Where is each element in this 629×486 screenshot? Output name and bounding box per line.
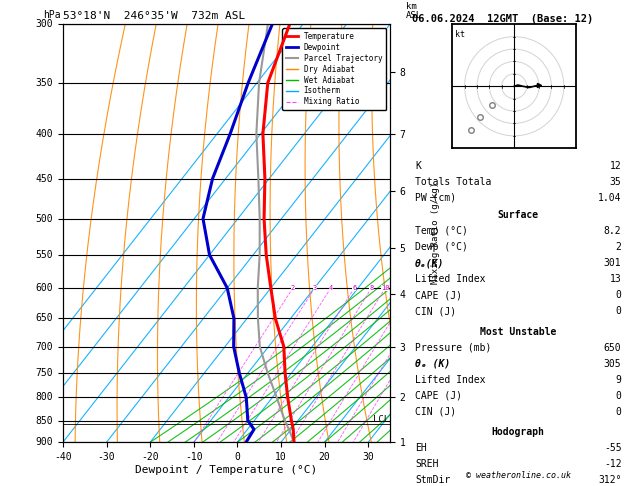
Text: 2: 2 — [291, 285, 295, 291]
Text: 450: 450 — [35, 174, 53, 184]
Text: K: K — [415, 161, 421, 171]
Text: 600: 600 — [35, 283, 53, 293]
Text: 900: 900 — [35, 437, 53, 447]
Text: 650: 650 — [35, 313, 53, 324]
Text: Temp (°C): Temp (°C) — [415, 226, 468, 236]
Text: Totals Totala: Totals Totala — [415, 177, 491, 187]
Text: 350: 350 — [35, 78, 53, 88]
Text: 53°18'N  246°35'W  732m ASL: 53°18'N 246°35'W 732m ASL — [63, 11, 245, 21]
Text: θₑ(K): θₑ(K) — [415, 258, 445, 268]
Text: 1.04: 1.04 — [598, 193, 621, 203]
Text: 400: 400 — [35, 129, 53, 139]
Text: 8: 8 — [369, 285, 374, 291]
X-axis label: Dewpoint / Temperature (°C): Dewpoint / Temperature (°C) — [135, 465, 318, 475]
Text: 0: 0 — [616, 306, 621, 316]
Text: Surface: Surface — [498, 210, 539, 220]
Text: km
ASL: km ASL — [406, 2, 423, 20]
Text: Mixing Ratio (g/kg): Mixing Ratio (g/kg) — [431, 182, 440, 284]
Text: 700: 700 — [35, 342, 53, 352]
Text: Pressure (mb): Pressure (mb) — [415, 343, 491, 353]
Text: 312°: 312° — [598, 475, 621, 486]
Text: 0: 0 — [616, 290, 621, 300]
Text: 3: 3 — [313, 285, 317, 291]
Text: 305: 305 — [604, 359, 621, 369]
Text: 4: 4 — [328, 285, 333, 291]
Text: Most Unstable: Most Unstable — [480, 327, 557, 337]
Text: 12: 12 — [610, 161, 621, 171]
Text: 750: 750 — [35, 368, 53, 378]
Text: CIN (J): CIN (J) — [415, 407, 456, 417]
Text: -12: -12 — [604, 459, 621, 469]
Text: 800: 800 — [35, 393, 53, 402]
Text: SREH: SREH — [415, 459, 438, 469]
Legend: Temperature, Dewpoint, Parcel Trajectory, Dry Adiabat, Wet Adiabat, Isotherm, Mi: Temperature, Dewpoint, Parcel Trajectory… — [282, 28, 386, 110]
Text: hPa: hPa — [43, 10, 61, 20]
Text: 6: 6 — [352, 285, 357, 291]
Text: StmDir: StmDir — [415, 475, 450, 486]
Text: 06.06.2024  12GMT  (Base: 12): 06.06.2024 12GMT (Base: 12) — [412, 14, 593, 24]
Text: Lifted Index: Lifted Index — [415, 375, 486, 385]
Text: 300: 300 — [35, 19, 53, 29]
Text: 550: 550 — [35, 250, 53, 260]
Text: 13: 13 — [610, 274, 621, 284]
Text: 650: 650 — [604, 343, 621, 353]
Text: 0: 0 — [616, 391, 621, 401]
Text: Lifted Index: Lifted Index — [415, 274, 486, 284]
Text: © weatheronline.co.uk: © weatheronline.co.uk — [466, 471, 571, 480]
Text: 9: 9 — [616, 375, 621, 385]
Text: CIN (J): CIN (J) — [415, 306, 456, 316]
Text: 0: 0 — [616, 407, 621, 417]
Text: CAPE (J): CAPE (J) — [415, 290, 462, 300]
Text: CAPE (J): CAPE (J) — [415, 391, 462, 401]
Text: 301: 301 — [604, 258, 621, 268]
Text: Hodograph: Hodograph — [492, 427, 545, 437]
Text: EH: EH — [415, 443, 427, 453]
Text: 10: 10 — [381, 285, 389, 291]
Text: PW (cm): PW (cm) — [415, 193, 456, 203]
Text: Dewp (°C): Dewp (°C) — [415, 242, 468, 252]
Text: 850: 850 — [35, 416, 53, 426]
Text: 35: 35 — [610, 177, 621, 187]
Text: 8.2: 8.2 — [604, 226, 621, 236]
Text: kt: kt — [455, 31, 465, 39]
Text: θₑ (K): θₑ (K) — [415, 359, 450, 369]
Text: LCL: LCL — [372, 415, 389, 424]
Text: -55: -55 — [604, 443, 621, 453]
Text: 500: 500 — [35, 214, 53, 224]
Text: 2: 2 — [616, 242, 621, 252]
